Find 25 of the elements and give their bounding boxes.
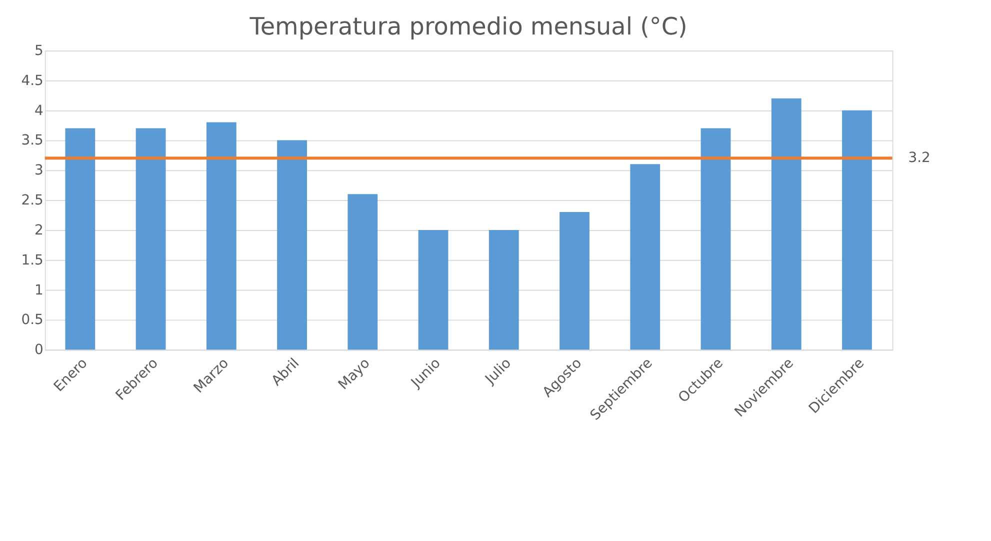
bar <box>488 230 519 350</box>
bar <box>277 140 307 350</box>
chart-title: Temperatura promedio mensual (°C) <box>248 12 688 41</box>
bar <box>630 164 660 350</box>
bar <box>560 212 590 350</box>
y-tick-label: 0 <box>34 342 44 358</box>
bar <box>206 122 236 350</box>
y-tick-label: 4 <box>34 102 44 119</box>
y-tick-label: 3 <box>34 162 44 179</box>
y-tick-label: 1.5 <box>21 252 44 268</box>
bar <box>700 128 731 350</box>
y-tick-label: 0.5 <box>21 312 44 328</box>
y-tick-label: 1 <box>34 282 44 298</box>
bar <box>842 110 872 350</box>
y-tick-label: 2 <box>34 222 44 238</box>
bar <box>348 194 378 350</box>
bar <box>771 98 802 350</box>
y-tick-label: 4.5 <box>21 72 44 89</box>
bar <box>136 128 166 350</box>
bar <box>418 230 448 350</box>
y-tick-label: 5 <box>34 42 44 59</box>
y-tick-label: 3.5 <box>21 132 44 149</box>
bar <box>65 128 96 350</box>
y-tick-label: 2.5 <box>21 192 44 209</box>
ref-line-label: 3.2 <box>908 150 930 166</box>
